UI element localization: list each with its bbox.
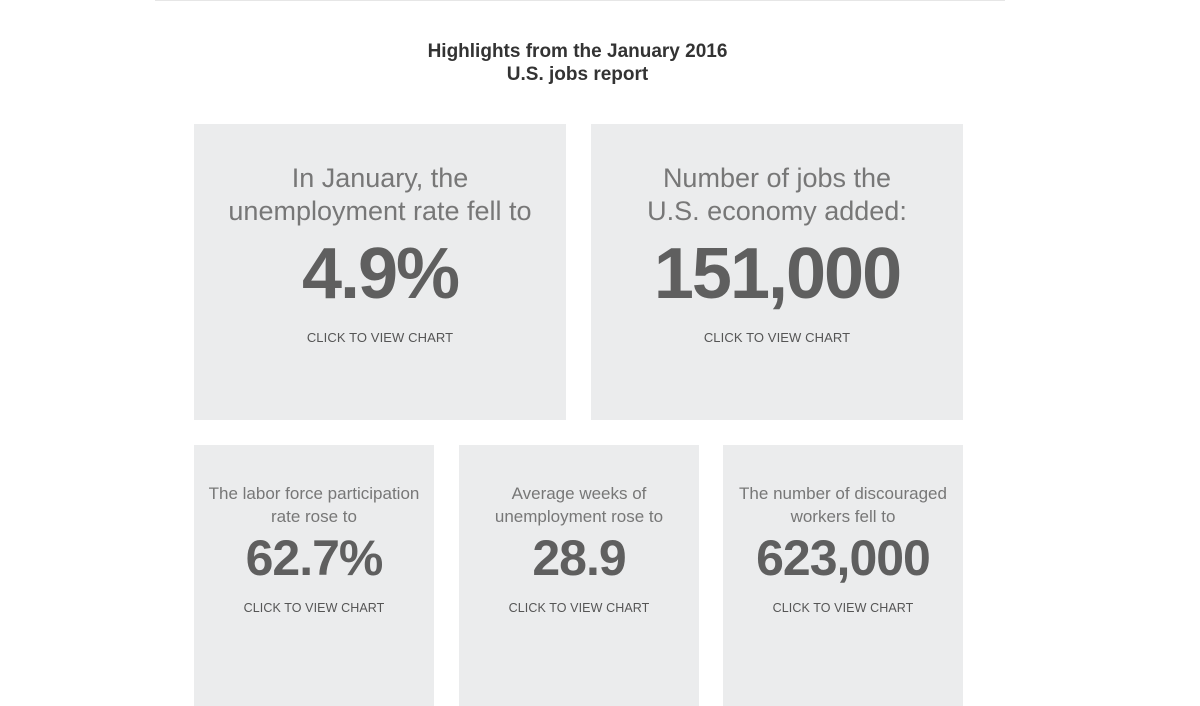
participation-rate-card[interactable]: The labor force participation rate rose … bbox=[194, 445, 434, 706]
page-title: Highlights from the January 2016 U.S. jo… bbox=[0, 40, 1155, 86]
view-chart-link[interactable]: CLICK TO VIEW CHART bbox=[243, 601, 385, 615]
page-title-line-2: U.S. jobs report bbox=[506, 64, 649, 85]
card-value: 151,000 bbox=[653, 234, 902, 314]
card-lead-text: The labor force participation rate rose … bbox=[208, 484, 420, 526]
discouraged-workers-card[interactable]: The number of discouraged workers fell t… bbox=[723, 445, 963, 706]
view-chart-link[interactable]: CLICK TO VIEW CHART bbox=[508, 601, 650, 615]
top-divider bbox=[155, 0, 1005, 1]
card-lead-text: Average weeks of unemployment rose to bbox=[494, 484, 664, 526]
card-lead-text: In January, the unemployment rate fell t… bbox=[228, 163, 532, 226]
weeks-unemployment-card[interactable]: Average weeks of unemployment rose to 28… bbox=[459, 445, 699, 706]
card-lead-text: Number of jobs the U.S. economy added: bbox=[647, 163, 907, 226]
card-lead-text: The number of discouraged workers fell t… bbox=[739, 484, 947, 526]
unemployment-rate-card[interactable]: In January, the unemployment rate fell t… bbox=[194, 124, 566, 420]
view-chart-link[interactable]: CLICK TO VIEW CHART bbox=[772, 601, 914, 615]
jobs-added-card[interactable]: Number of jobs the U.S. economy added: 1… bbox=[591, 124, 963, 420]
view-chart-link[interactable]: CLICK TO VIEW CHART bbox=[703, 330, 851, 345]
card-value: 4.9% bbox=[301, 234, 460, 314]
card-value: 62.7% bbox=[245, 530, 384, 586]
page-title-line-1: Highlights from the January 2016 bbox=[427, 41, 728, 62]
card-value: 28.9 bbox=[532, 530, 626, 586]
card-value: 623,000 bbox=[756, 530, 931, 586]
view-chart-link[interactable]: CLICK TO VIEW CHART bbox=[306, 330, 454, 345]
